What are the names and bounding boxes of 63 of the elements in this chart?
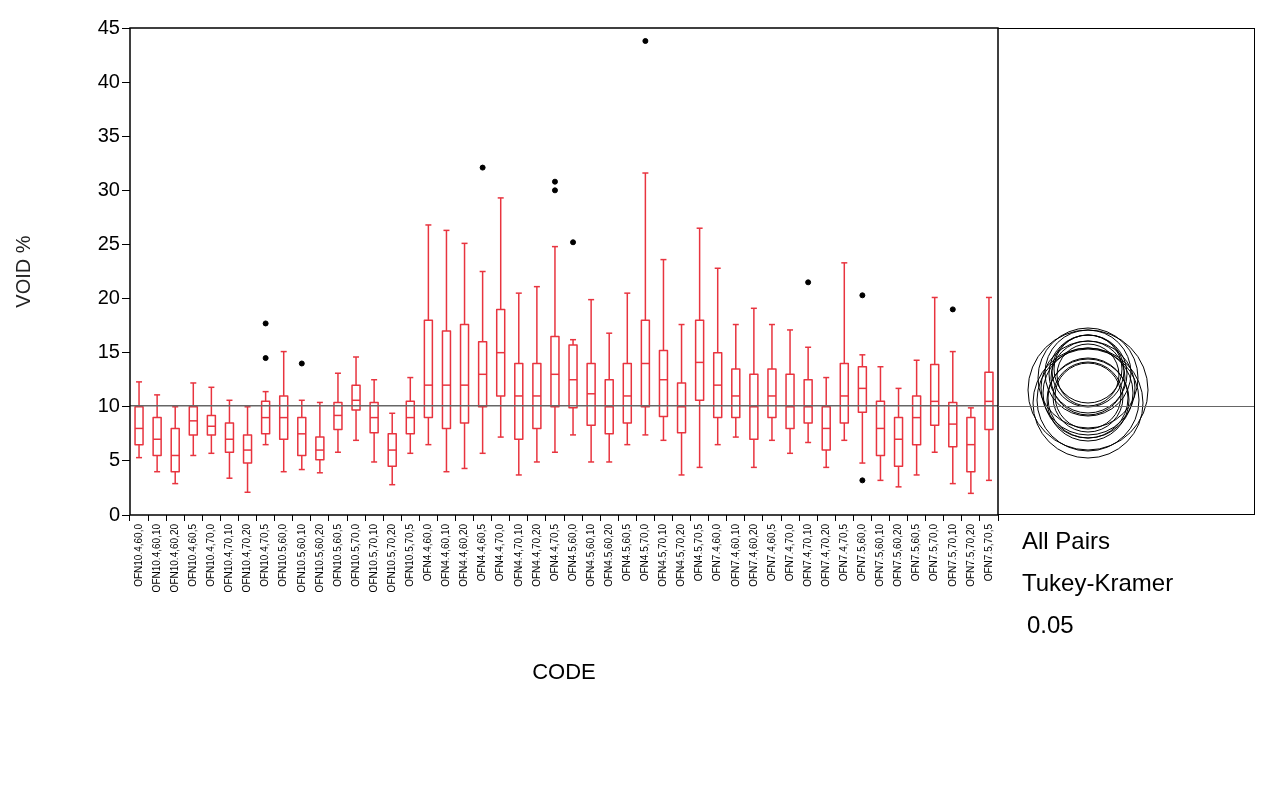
y-tick-label: 30 bbox=[97, 177, 120, 200]
x-tick-label: OFN7.5,70,0 bbox=[928, 523, 940, 582]
x-tick-label: OFN10.4,70,5 bbox=[259, 523, 271, 587]
text: Tukey-Kramer bbox=[1022, 569, 1174, 597]
x-tick-label: OFN4.4,70,5 bbox=[548, 523, 560, 582]
x-tick-label: OFN10.5,70,20 bbox=[385, 523, 397, 593]
x-tick-label: OFN7.5,60,0 bbox=[856, 523, 868, 582]
y-tick-label: 25 bbox=[97, 231, 120, 254]
x-tick-label: OFN4.4,60,0 bbox=[422, 523, 434, 582]
text: All Pairs bbox=[1022, 527, 1111, 555]
y-tick-label: 40 bbox=[97, 69, 120, 92]
x-tick-label: OFN4.5,70,0 bbox=[639, 523, 651, 582]
y-tick-label: 0 bbox=[108, 502, 120, 525]
x-tick-label: OFN10.4,60,0 bbox=[132, 523, 144, 587]
x-tick-label: OFN7.5,70,10 bbox=[946, 523, 958, 587]
y-tick-label: 5 bbox=[108, 448, 120, 471]
x-tick-label: OFN7.5,70,20 bbox=[964, 523, 976, 587]
x-tick-label: OFN7.5,60,20 bbox=[892, 523, 904, 587]
x-tick-label: OFN4.4,70,10 bbox=[512, 523, 524, 587]
x-axis-title: CODE bbox=[532, 658, 596, 684]
x-tick-label: OFN7.4,60,5 bbox=[765, 523, 777, 582]
x-tick-label: OFN10.5,60,5 bbox=[331, 523, 343, 587]
x-tick-label: OFN4.4,60,5 bbox=[476, 523, 488, 582]
x-tick-label: OFN7.4,70,0 bbox=[783, 523, 795, 582]
x-tick-label: OFN10.5,60,10 bbox=[295, 523, 307, 593]
x-tick-label: OFN4.4,70,20 bbox=[530, 523, 542, 587]
x-tick-label: OFN7.4,70,5 bbox=[838, 523, 850, 582]
x-tick-label: OFN7.4,70,10 bbox=[801, 523, 813, 587]
x-tick-label: OFN4.4,70,0 bbox=[494, 523, 506, 582]
x-tick-label: OFN10.5,60,0 bbox=[277, 523, 289, 587]
x-tick-label: OFN10.5,70,5 bbox=[404, 523, 416, 587]
y-tick-label: 35 bbox=[97, 123, 120, 146]
x-tick-label: OFN10.5,70,0 bbox=[349, 523, 361, 587]
x-tick-label: OFN10.5,60,20 bbox=[313, 523, 325, 593]
x-tick-label: OFN4.5,70,10 bbox=[657, 523, 669, 587]
x-tick-label: OFN7.5,60,10 bbox=[874, 523, 886, 587]
x-tick-label: OFN10.4,70,20 bbox=[241, 523, 253, 593]
y-tick-label: 15 bbox=[97, 340, 120, 363]
text: 0.05 bbox=[1027, 611, 1074, 639]
x-tick-label: OFN4.4,60,10 bbox=[440, 523, 452, 587]
x-tick-label: OFN10.4,70,10 bbox=[223, 523, 235, 593]
x-tick-label: OFN4.5,60,10 bbox=[584, 523, 596, 587]
y-axis-title: VOID % bbox=[11, 235, 34, 308]
x-tick-label: OFN4.5,60,5 bbox=[621, 523, 633, 582]
x-tick-label: OFN10.4,60,20 bbox=[168, 523, 180, 593]
x-tick-label: OFN7.5,60,5 bbox=[910, 523, 922, 582]
y-tick-label: 45 bbox=[97, 15, 120, 38]
x-tick-label: OFN10.4,60,5 bbox=[187, 523, 199, 587]
x-tick-label: OFN7.5,70,5 bbox=[982, 523, 994, 582]
y-tick-label: 20 bbox=[97, 286, 120, 309]
x-tick-label: OFN4.5,60,0 bbox=[566, 523, 578, 582]
x-tick-label: OFN4.4,60,20 bbox=[458, 523, 470, 587]
x-tick-label: OFN4.5,70,20 bbox=[675, 523, 687, 587]
x-tick-label: OFN10.5,70,10 bbox=[367, 523, 379, 593]
x-tick-label: OFN4.5,70,5 bbox=[693, 523, 705, 582]
x-tick-label: OFN10.4,60,10 bbox=[150, 523, 162, 593]
x-tick-label: OFN7.4,60,20 bbox=[747, 523, 759, 587]
x-tick-label: OFN7.4,60,0 bbox=[711, 523, 723, 582]
x-tick-label: OFN10.4,70,0 bbox=[205, 523, 217, 587]
y-tick-label: 10 bbox=[97, 394, 120, 417]
x-tick-label: OFN4.5,60,20 bbox=[602, 523, 614, 587]
x-tick-label: OFN7.4,60,10 bbox=[729, 523, 741, 587]
x-tick-label: OFN7.4,70,20 bbox=[819, 523, 831, 587]
